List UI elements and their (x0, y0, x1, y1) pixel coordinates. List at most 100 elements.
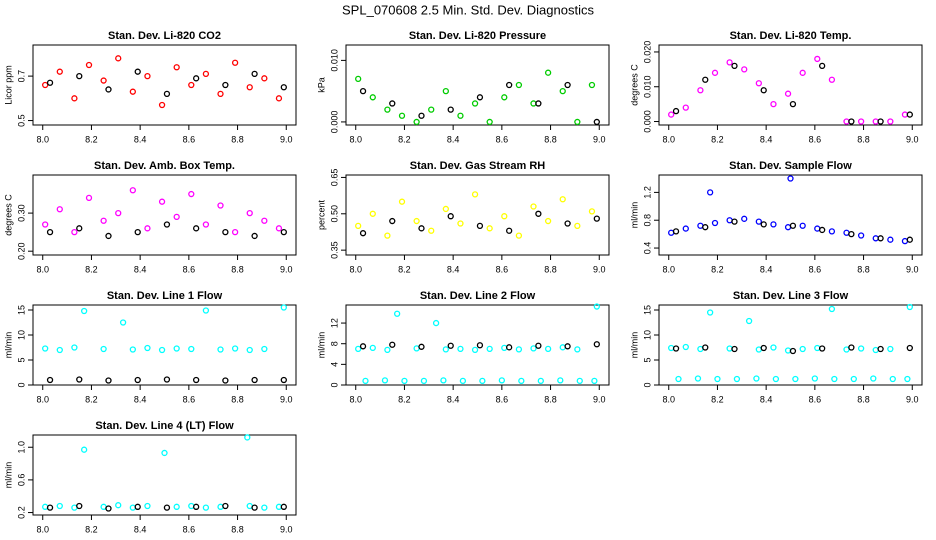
x-tick-label: 8.6 (809, 134, 822, 144)
point (675, 375, 682, 383)
point (544, 217, 552, 225)
point (828, 76, 836, 83)
point (471, 100, 479, 107)
y-tick-label: 1.0 (16, 441, 26, 454)
point (447, 213, 454, 220)
point (76, 72, 83, 80)
x-tick-label: 8.2 (398, 134, 411, 144)
x-tick-label: 8.2 (711, 264, 724, 274)
point (231, 59, 239, 66)
x-tick-label: 8.4 (760, 134, 773, 144)
point (457, 345, 464, 353)
point (668, 344, 675, 352)
point (163, 376, 171, 383)
point (440, 377, 447, 384)
plot-frame (345, 174, 610, 256)
point (158, 346, 166, 354)
point (261, 345, 268, 353)
point (222, 81, 229, 89)
x-tick-label: 8.0 (36, 524, 49, 534)
point (726, 345, 733, 352)
y-tick-label: 0.5 (16, 114, 26, 127)
y-tick-label: 0.6 (16, 474, 26, 487)
point (280, 228, 287, 236)
point (486, 225, 493, 232)
point (887, 345, 894, 353)
point (559, 196, 566, 203)
point (486, 345, 493, 353)
point (420, 377, 428, 385)
x-tick-label: 9.0 (593, 394, 606, 404)
point (697, 87, 704, 94)
point (702, 344, 709, 351)
x-tick-label: 8.6 (809, 394, 822, 404)
point (393, 310, 401, 317)
x-tick-label: 8.6 (809, 264, 822, 274)
point (158, 101, 166, 109)
point (188, 502, 195, 510)
point (906, 303, 913, 311)
plot-frame (32, 174, 297, 256)
y-axis-label: ml/min (3, 332, 13, 359)
point (544, 69, 552, 76)
point (280, 376, 287, 384)
point (814, 55, 821, 63)
point (100, 217, 107, 224)
panel-title: Stan. Dev. Sample Flow (729, 160, 852, 172)
point (129, 187, 136, 194)
point (557, 377, 564, 384)
point (741, 66, 748, 73)
point (389, 217, 396, 225)
plot-frame (32, 44, 297, 126)
point (398, 112, 406, 119)
point (134, 228, 141, 236)
point (280, 503, 287, 510)
point (476, 342, 484, 349)
x-tick-label: 8.4 (760, 264, 773, 274)
point (244, 434, 251, 441)
x-tick-label: 8.0 (662, 264, 675, 274)
point (369, 94, 376, 101)
point (432, 319, 440, 327)
point (251, 70, 258, 78)
point (359, 230, 367, 237)
point (193, 376, 200, 384)
x-tick-label: 8.8 (544, 264, 557, 274)
point (457, 220, 464, 227)
x-tick-label: 8.6 (183, 394, 196, 404)
point (672, 228, 680, 235)
point (222, 502, 229, 510)
point (544, 345, 552, 353)
x-tick-label: 9.0 (906, 264, 919, 274)
point (158, 198, 166, 205)
point (784, 347, 792, 354)
point (564, 343, 571, 350)
point (714, 375, 721, 383)
point (711, 219, 719, 227)
x-tick-label: 8.4 (134, 524, 147, 534)
point (129, 504, 136, 511)
x-tick-label: 8.4 (760, 394, 773, 404)
point (442, 88, 449, 95)
point (535, 100, 542, 107)
plot-frame (345, 304, 610, 386)
point (251, 232, 258, 240)
point (369, 344, 376, 351)
x-tick-label: 8.4 (134, 264, 147, 274)
point (56, 502, 63, 510)
y-tick-label: 0.000 (329, 111, 339, 134)
point (799, 222, 806, 229)
point (506, 227, 513, 234)
y-axis-label: ml/min (629, 202, 639, 229)
point (501, 344, 508, 351)
point (682, 225, 689, 232)
x-tick-label: 8.6 (183, 134, 196, 144)
x-tick-label: 8.4 (447, 394, 460, 404)
y-tick-label: 15 (642, 305, 652, 315)
x-tick-label: 8.8 (231, 134, 244, 144)
point (76, 376, 83, 383)
point (144, 502, 151, 510)
point (792, 375, 799, 383)
point (231, 228, 239, 236)
point (115, 209, 122, 217)
